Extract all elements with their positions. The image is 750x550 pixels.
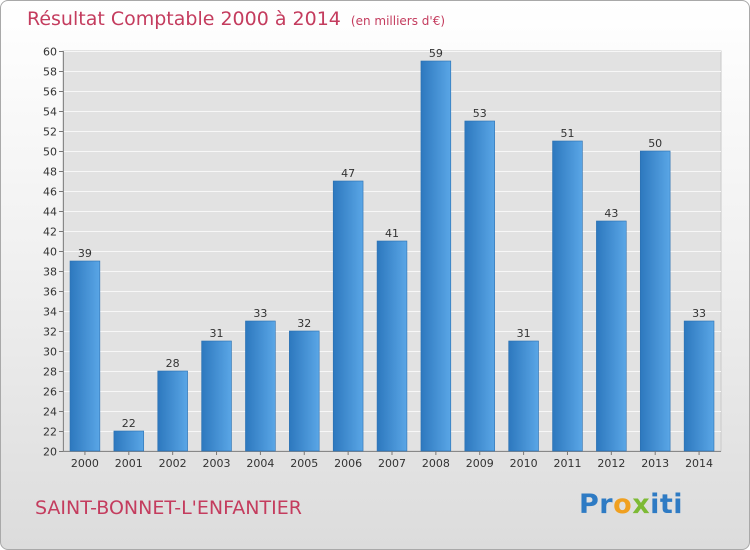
bar-value-label: 43 (604, 207, 618, 220)
logo-letter: x (632, 489, 651, 520)
y-tick-label: 38 (43, 266, 57, 279)
bar (596, 220, 627, 452)
y-tick-label: 60 (43, 46, 57, 59)
bar (420, 60, 452, 452)
bar-value-label: 33 (253, 307, 267, 320)
x-tick-label: 2004 (246, 457, 274, 470)
bar-value-label: 33 (692, 307, 706, 320)
bar (464, 120, 495, 452)
y-tick-label: 50 (43, 146, 57, 159)
x-tick-label: 2000 (71, 457, 99, 470)
logo-letter: t (659, 489, 674, 520)
bar (113, 430, 145, 452)
proxiti-logo: Proxiti (579, 489, 683, 520)
y-tick-label: 44 (43, 206, 57, 219)
y-tick-label: 30 (43, 346, 57, 359)
logo-letter: P (579, 489, 600, 520)
x-tick-label: 2007 (378, 457, 406, 470)
bar-value-label: 51 (560, 127, 574, 140)
bar (289, 330, 320, 452)
bar (552, 140, 583, 452)
x-tick-label: 2013 (641, 457, 669, 470)
bar-value-label: 28 (166, 357, 180, 370)
y-tick-label: 54 (43, 106, 57, 119)
chart-title: Résultat Comptable 2000 à 2014 (en millie… (27, 8, 446, 30)
y-tick-label: 22 (43, 426, 57, 439)
x-tick-label: 2010 (510, 457, 538, 470)
bar-value-label: 31 (210, 327, 224, 340)
y-tick-label: 20 (43, 446, 57, 459)
y-tick-label: 24 (43, 406, 57, 419)
bar (639, 150, 671, 452)
x-tick-label: 2003 (203, 457, 231, 470)
bar-value-label: 50 (648, 137, 662, 150)
bar-value-label: 22 (122, 417, 136, 430)
y-tick-label: 26 (43, 386, 57, 399)
bar (376, 240, 408, 452)
x-tick-label: 2012 (597, 457, 625, 470)
x-tick-label: 2006 (334, 457, 362, 470)
municipality-name: SAINT-BONNET-L'ENFANTIER (35, 497, 302, 519)
y-tick-label: 28 (43, 366, 57, 379)
y-tick-label: 58 (43, 66, 57, 79)
y-tick-label: 34 (43, 306, 57, 319)
bar-value-label: 39 (78, 247, 92, 260)
x-tick-label: 2014 (685, 457, 713, 470)
bar (332, 180, 364, 452)
y-tick-label: 52 (43, 126, 57, 139)
y-tick-label: 42 (43, 226, 57, 239)
bar-value-label: 31 (517, 327, 531, 340)
bar (201, 340, 232, 452)
y-tick-label: 32 (43, 326, 57, 339)
y-tick-label: 46 (43, 186, 57, 199)
y-tick-label: 40 (43, 246, 57, 259)
bar (157, 370, 188, 452)
bar-value-label: 41 (385, 227, 399, 240)
logo-letter: i (650, 489, 660, 520)
x-tick-label: 2002 (159, 457, 187, 470)
y-tick-label: 56 (43, 86, 57, 99)
y-tick-label: 36 (43, 286, 57, 299)
bar-value-label: 53 (473, 107, 487, 120)
logo-letter: o (613, 489, 633, 520)
y-tick-label: 48 (43, 166, 57, 179)
bar (683, 320, 715, 452)
x-tick-label: 2005 (290, 457, 318, 470)
logo-letter: i (673, 489, 684, 520)
bar (69, 260, 101, 452)
bar-value-label: 32 (297, 317, 311, 330)
x-tick-label: 2011 (553, 457, 581, 470)
logo-letter: r (599, 489, 614, 520)
x-tick-label: 2008 (422, 457, 450, 470)
bar-value-label: 47 (341, 167, 355, 180)
bar (245, 320, 276, 452)
chart-subtitle: (en milliers d'€) (350, 14, 446, 28)
bar-value-label: 59 (429, 47, 443, 60)
bar (508, 340, 539, 452)
x-tick-label: 2009 (466, 457, 494, 470)
x-tick-label: 2001 (115, 457, 143, 470)
